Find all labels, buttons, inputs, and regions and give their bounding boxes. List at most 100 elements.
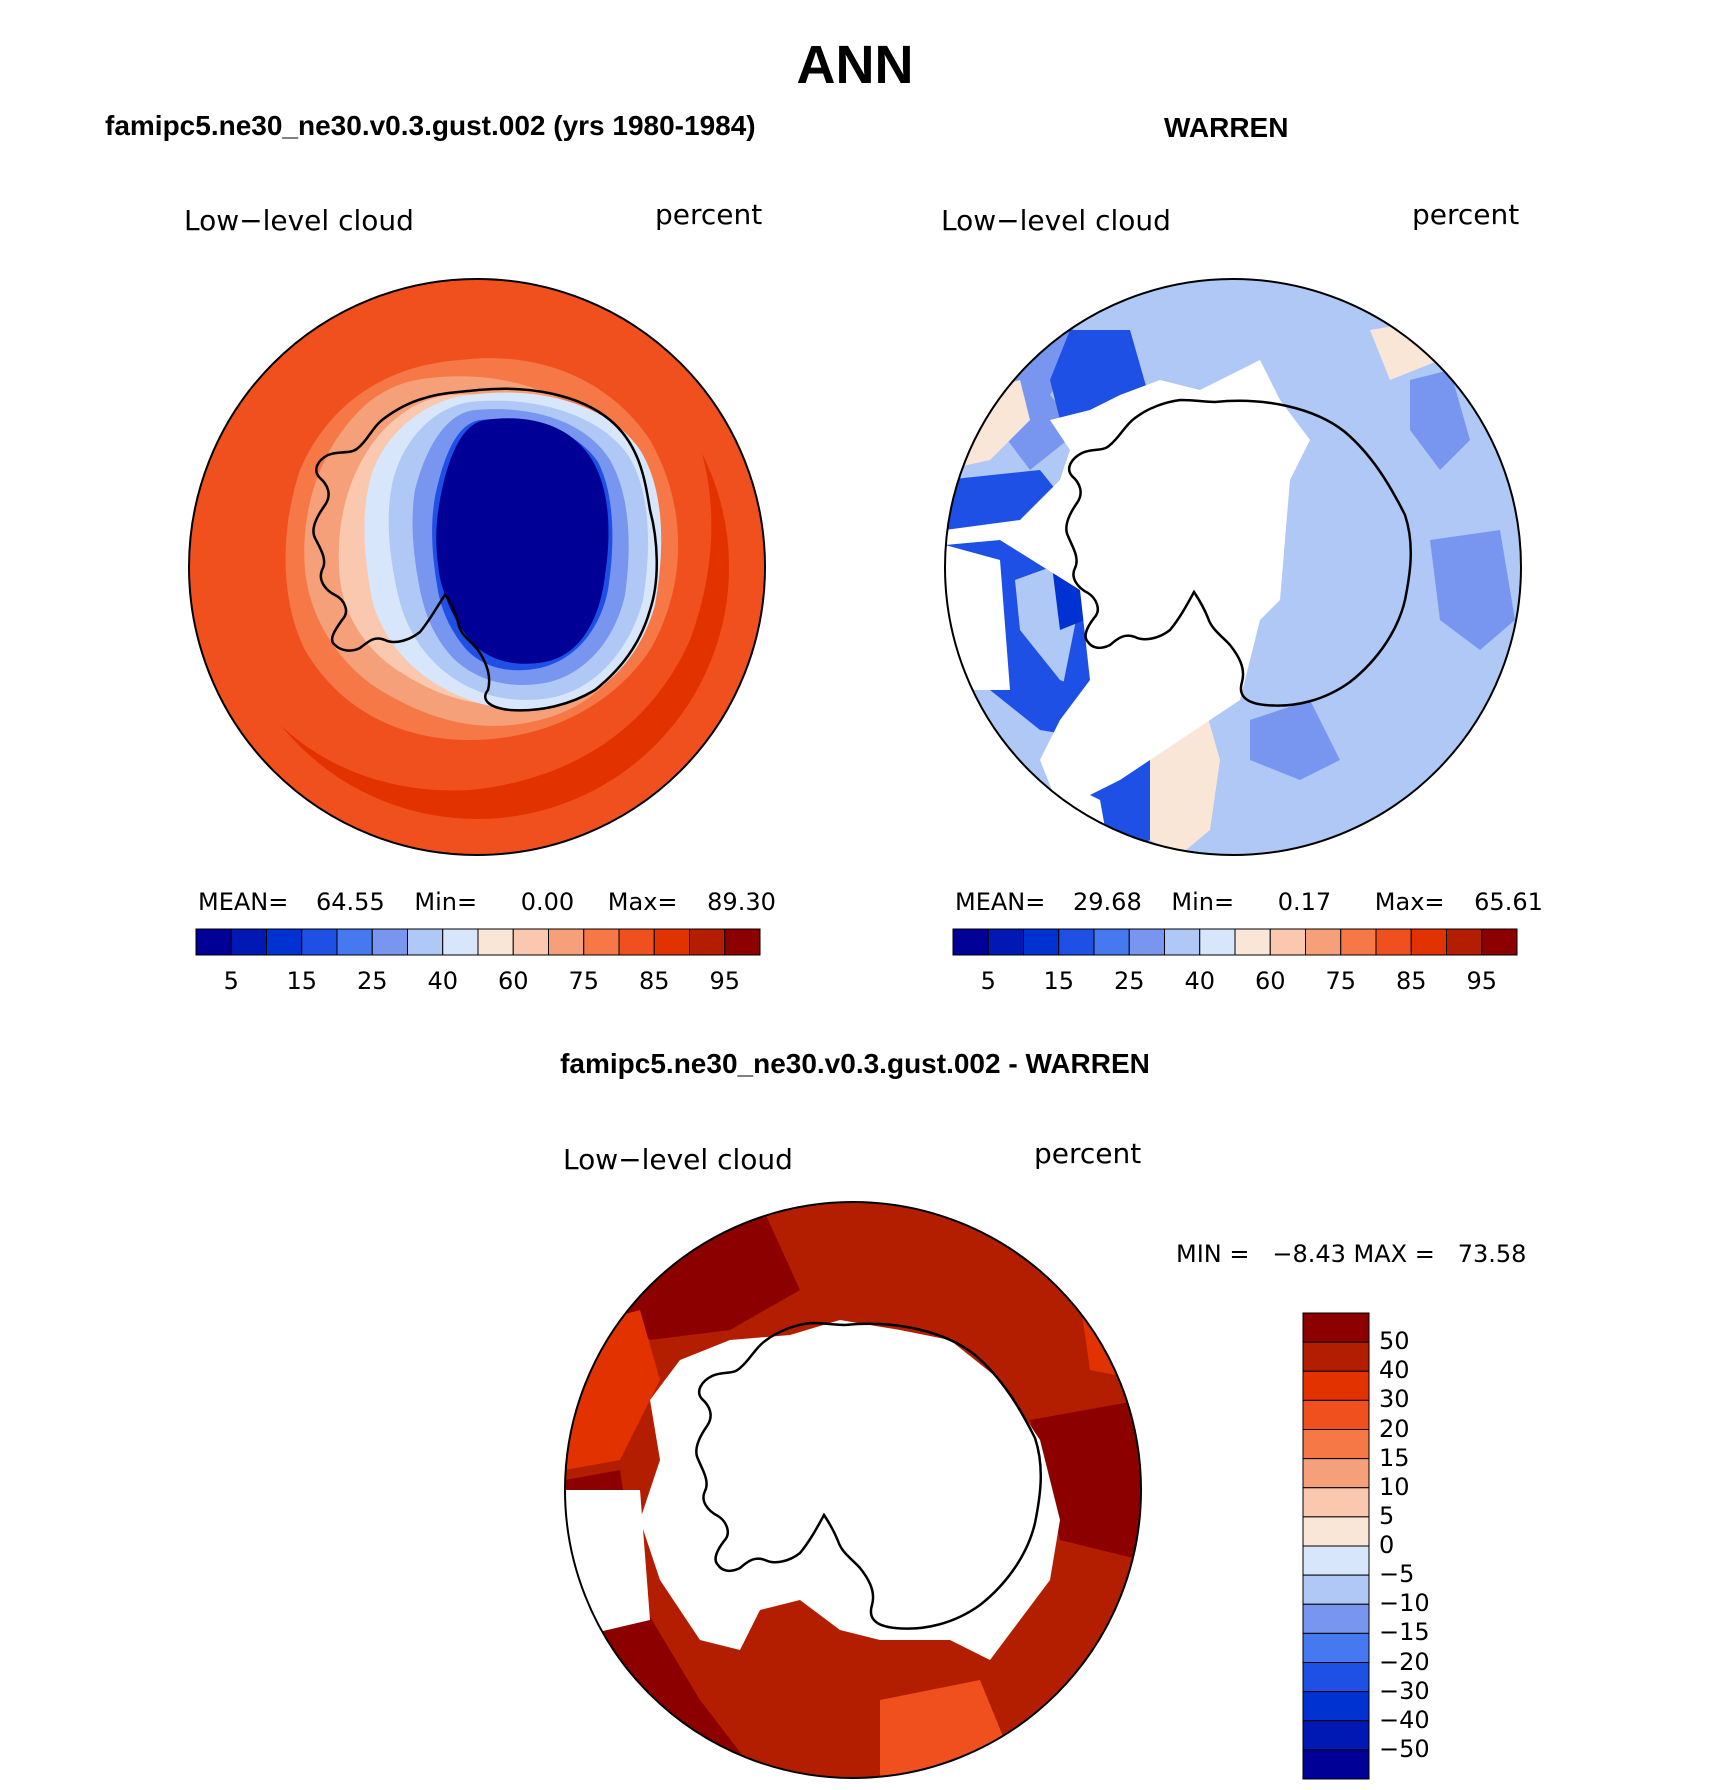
diff-colorbar-tick-label: 40: [1379, 1356, 1410, 1385]
model-mean-label: MEAN=: [198, 888, 289, 916]
obs-min-label: Min=: [1171, 888, 1235, 916]
obs-colorbar-box: [1375, 928, 1412, 956]
obs-missing-data-west: [945, 545, 1010, 690]
obs-colorbar-tick-label: 75: [1325, 967, 1357, 995]
model-variable-label: Low−level cloud: [184, 204, 414, 237]
diff-colorbar-box: [1302, 1662, 1370, 1693]
diff-colorbar-tick-label: −15: [1379, 1618, 1430, 1647]
obs-max-value: 65.61: [1474, 888, 1543, 916]
model-colorbar-tick-label: 95: [709, 967, 741, 995]
obs-colorbar-box: [1023, 928, 1060, 956]
model-continent-core: [436, 418, 609, 664]
model-colorbar-tick-label: 85: [638, 967, 670, 995]
obs-mean-label: MEAN=: [955, 888, 1046, 916]
diff-missing-data-west: [565, 1490, 650, 1640]
obs-colorbar-box: [1058, 928, 1095, 956]
model-colorbar-box: [442, 928, 479, 956]
model-colorbar-box: [371, 928, 408, 956]
obs-colorbar-tick-label: 60: [1254, 967, 1286, 995]
model-colorbar-box: [653, 928, 690, 956]
obs-colorbar: [952, 928, 1518, 956]
obs-antarctica-coastline: [1065, 398, 1413, 707]
obs-patch-5: [1250, 700, 1340, 780]
obs-colorbar-box: [1305, 928, 1342, 956]
model-units-label: percent: [655, 198, 763, 231]
obs-map: [944, 278, 1522, 856]
obs-max-label: Max=: [1374, 888, 1445, 916]
diff-colorbar-box: [1302, 1341, 1370, 1372]
diff-colorbar-tick-label: 20: [1379, 1414, 1410, 1443]
model-colorbar-box: [407, 928, 444, 956]
model-panel-title: famipc5.ne30_ne30.v0.3.gust.002 (yrs 198…: [105, 110, 756, 141]
obs-units-label: percent: [1412, 198, 1520, 231]
figure-title: ANN: [796, 35, 914, 95]
diff-colorbar-box: [1302, 1720, 1370, 1751]
obs-panel-title: WARREN: [1164, 112, 1289, 143]
obs-colorbar-tick-label: 25: [1113, 967, 1145, 995]
model-antarctica-coastline: [312, 387, 659, 712]
model-colorbar-tick-label: 25: [356, 967, 388, 995]
diff-colorbar-tick-label: 10: [1379, 1472, 1410, 1501]
obs-colorbar-tick-label: 85: [1395, 967, 1427, 995]
diff-colorbar-box: [1302, 1312, 1370, 1343]
diff-colorbar-box: [1302, 1574, 1370, 1605]
model-colorbar-box: [689, 928, 726, 956]
diff-colorbar-tick-label: 15: [1379, 1443, 1410, 1472]
model-colorbar-tick-label: 60: [497, 967, 529, 995]
obs-patch-6: [1410, 370, 1470, 470]
diff-colorbar-box: [1302, 1487, 1370, 1518]
diff-colorbar-tick-label: −40: [1379, 1705, 1430, 1734]
diff-map-border: [564, 1201, 1142, 1779]
model-map-border: [188, 278, 766, 856]
model-min-value: 0.00: [520, 888, 575, 916]
model-colorbar: [195, 928, 761, 956]
obs-colorbar-box: [1199, 928, 1236, 956]
model-colorbar-box: [230, 928, 267, 956]
obs-colorbar-box: [1093, 928, 1130, 956]
diff-antarctica-coastline: [695, 1321, 1043, 1630]
diff-colorbar-tick-label: −10: [1379, 1589, 1430, 1618]
diff-colorbar-tick-label: 0: [1379, 1531, 1395, 1559]
diff-colorbar-box: [1302, 1370, 1370, 1401]
model-colorbar-tick-label: 15: [286, 967, 318, 995]
model-colorbar-box: [724, 928, 761, 956]
model-colorbar-box: [548, 928, 585, 956]
model-max-label: Max=: [607, 888, 678, 916]
diff-colorbar-box: [1302, 1749, 1370, 1780]
obs-colorbar-box: [1164, 928, 1201, 956]
diff-colorbar-box: [1302, 1603, 1370, 1634]
model-colorbar-box: [195, 928, 232, 956]
diff-variable-label: Low−level cloud: [563, 1143, 793, 1176]
diff-colorbar-box: [1302, 1516, 1370, 1547]
model-colorbar-box: [477, 928, 514, 956]
model-map: [188, 278, 766, 856]
model-colorbar-box: [336, 928, 373, 956]
model-colorbar-box: [512, 928, 549, 956]
diff-minmax: MIN = −8.43 MAX = 73.58: [1176, 1240, 1527, 1268]
diff-units-label: percent: [1034, 1137, 1142, 1170]
diff-colorbar-tick-label: −30: [1379, 1676, 1430, 1705]
model-min-label: Min=: [414, 888, 478, 916]
diff-colorbar-tick-label: −20: [1379, 1647, 1430, 1676]
model-colorbar-tick-label: 5: [223, 967, 239, 995]
obs-colorbar-tick-label: 40: [1184, 967, 1216, 995]
diff-colorbar-box: [1302, 1545, 1370, 1576]
obs-colorbar-tick-label: 5: [980, 967, 996, 995]
diff-colorbar-box: [1302, 1399, 1370, 1430]
diff-colorbar-box: [1302, 1458, 1370, 1489]
obs-mean-value: 29.68: [1073, 888, 1142, 916]
diff-colorbar-tick-label: 5: [1379, 1501, 1395, 1530]
model-outer-band: [189, 279, 765, 855]
diff-colorbar-tick-label: −5: [1379, 1560, 1415, 1589]
diff-colorbar-tick-label: −50: [1379, 1734, 1430, 1763]
obs-colorbar-box: [1481, 928, 1518, 956]
obs-variable-label: Low−level cloud: [941, 204, 1171, 237]
diff-colorbar-tick-label: 50: [1379, 1327, 1410, 1356]
obs-colorbar-tick-label: 15: [1043, 967, 1075, 995]
model-mean-value: 64.55: [316, 888, 385, 916]
obs-colorbar-box: [1269, 928, 1306, 956]
obs-colorbar-box: [1340, 928, 1377, 956]
obs-patch-7: [1430, 530, 1515, 650]
model-max-value: 89.30: [707, 888, 776, 916]
